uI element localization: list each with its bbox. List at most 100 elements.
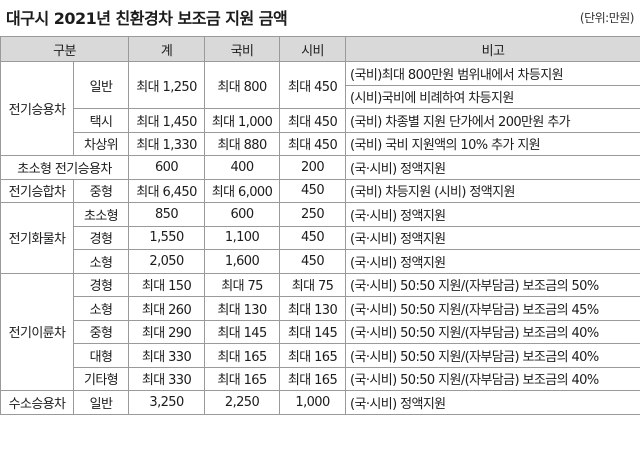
total-cell: 최대 1,330 — [128, 131, 206, 156]
total-cell: 3,250 — [128, 390, 206, 415]
national-cell: 최대 165 — [204, 366, 281, 391]
category-cell: 전기승용차 — [0, 61, 74, 156]
category-cell: 전기화물차 — [0, 202, 74, 274]
sub-cell: 대형 — [72, 343, 130, 368]
national-cell: 최대 800 — [204, 61, 281, 109]
city-cell: 최대 450 — [279, 131, 347, 156]
sub-cell: 중형 — [72, 319, 130, 344]
table-row: 소형 2,050 1,600 450 (국·시비) 정액지원 — [1, 249, 640, 274]
city-cell: 1,000 — [279, 390, 347, 415]
note-cell: (국·시비) 정액지원 — [345, 225, 640, 250]
national-cell: 최대 6,000 — [204, 178, 281, 203]
table-row: 중형 최대 290 최대 145 최대 145 (국·시비) 50:50 지원/… — [1, 319, 640, 344]
national-cell: 1,100 — [204, 225, 281, 250]
note-cell: (시비)국비에 비례하여 차등지원 — [345, 84, 640, 109]
note-cell: (국·시비) 정액지원 — [345, 249, 640, 274]
national-cell: 최대 165 — [204, 343, 281, 368]
city-cell: 450 — [279, 178, 347, 203]
header-city: 시비 — [279, 36, 347, 62]
city-cell: 최대 130 — [279, 296, 347, 321]
note-cell: (국·시비) 정액지원 — [345, 390, 640, 415]
note-cell: (국비) 국비 지원액의 10% 추가 지원 — [345, 131, 640, 156]
sub-cell: 소형 — [72, 296, 130, 321]
note-cell: (국·시비) 50:50 지원/(자부담금) 보조금의 45% — [345, 296, 640, 321]
table-row: 전기승용차 일반 최대 1,250 최대 800 최대 450 (국비)최대 8… — [0, 61, 640, 156]
table-row: 경형 1,550 1,100 450 (국·시비) 정액지원 — [1, 225, 640, 250]
national-cell: 최대 145 — [204, 319, 281, 344]
page-title: 대구시 2021년 친환경차 보조금 지원 금액 — [6, 9, 288, 28]
national-cell: 1,600 — [204, 249, 281, 274]
total-cell: 최대 260 — [128, 296, 206, 321]
table-row: 전기승합차 중형 최대 6,450 최대 6,000 450 (국비) 차등지원… — [0, 178, 640, 203]
national-cell: 최대 1,000 — [204, 108, 281, 133]
city-cell: 최대 145 — [279, 319, 347, 344]
national-cell: 최대 880 — [204, 131, 281, 156]
total-cell: 최대 1,250 — [128, 61, 206, 109]
city-cell: 200 — [279, 155, 347, 180]
header-category: 구분 — [0, 36, 130, 62]
subsidy-table: 구분 계 국비 시비 비고 전기승용차 일반 최대 1,250 최대 800 최… — [0, 36, 640, 415]
category-cell: 전기승합차 — [0, 178, 74, 203]
table-row: 전기이륜차 경형 최대 150 최대 75 최대 75 (국·시비) 50:50… — [0, 272, 640, 391]
sub-cell: 기타형 — [72, 366, 130, 391]
sub-cell: 택시 — [72, 108, 130, 133]
title-bar: 대구시 2021년 친환경차 보조금 지원 금액 (단위:만원) — [0, 0, 640, 34]
national-cell: 최대 130 — [204, 296, 281, 321]
total-cell: 최대 150 — [128, 272, 206, 297]
total-cell: 최대 330 — [128, 366, 206, 391]
total-cell: 최대 290 — [128, 319, 206, 344]
note-cell: (국비) 차등지원 (시비) 정액지원 — [345, 178, 640, 203]
category-cell: 전기이륜차 — [0, 272, 74, 391]
unit-label: (단위:만원) — [579, 10, 635, 25]
city-cell: 최대 450 — [279, 108, 347, 133]
city-cell: 최대 450 — [279, 61, 347, 109]
city-cell: 250 — [279, 202, 347, 227]
total-cell: 최대 330 — [128, 343, 206, 368]
total-cell: 2,050 — [128, 249, 206, 274]
category-cell: 수소승용차 — [0, 390, 74, 415]
total-cell: 최대 6,450 — [128, 178, 206, 203]
table-row: 전기화물차 초소형 850 600 250 (국·시비) 정액지원 — [0, 202, 640, 274]
header-national: 국비 — [204, 36, 281, 62]
city-cell: 450 — [279, 249, 347, 274]
total-cell: 1,550 — [128, 225, 206, 250]
national-cell: 최대 75 — [204, 272, 281, 297]
table-row: (시비)국비에 비례하여 차등지원 — [1, 84, 640, 109]
note-cell: (국·시비) 50:50 지원/(자부담금) 보조금의 50% — [345, 272, 640, 297]
note-cell: (국·시비) 50:50 지원/(자부담금) 보조금의 40% — [345, 366, 640, 391]
total-cell: 최대 1,450 — [128, 108, 206, 133]
sub-cell: 일반 — [72, 390, 130, 415]
city-cell: 최대 75 — [279, 272, 347, 297]
header-row: 구분 계 국비 시비 비고 — [0, 36, 640, 62]
note-cell: (국·시비) 정액지원 — [345, 202, 640, 227]
total-cell: 850 — [128, 202, 206, 227]
header-total: 계 — [128, 36, 206, 62]
sub-cell: 경형 — [72, 272, 130, 297]
note-cell: (국비) 차종별 지원 단가에서 200만원 추가 — [345, 108, 640, 133]
table-row: 기타형 최대 330 최대 165 최대 165 (국·시비) 50:50 지원… — [1, 366, 640, 391]
table-row: 차상위 최대 1,330 최대 880 최대 450 (국비) 국비 지원액의 … — [1, 131, 640, 156]
note-cell: (국·시비) 정액지원 — [345, 155, 640, 180]
sub-cell: 중형 — [72, 178, 130, 203]
city-cell: 최대 165 — [279, 343, 347, 368]
note-cell: (국·시비) 50:50 지원/(자부담금) 보조금의 40% — [345, 319, 640, 344]
sub-cell: 초소형 — [72, 202, 130, 227]
national-cell: 600 — [204, 202, 281, 227]
total-cell: 600 — [128, 155, 206, 180]
sub-cell: 일반 — [72, 61, 130, 109]
table-row: 초소형 전기승용차 600 400 200 (국·시비) 정액지원 — [0, 155, 640, 180]
sub-cell: 경형 — [72, 225, 130, 250]
table-row: 소형 최대 260 최대 130 최대 130 (국·시비) 50:50 지원/… — [1, 296, 640, 321]
national-cell: 400 — [204, 155, 281, 180]
national-cell: 2,250 — [204, 390, 281, 415]
table-row: 대형 최대 330 최대 165 최대 165 (국·시비) 50:50 지원/… — [1, 343, 640, 368]
table-row: 택시 최대 1,450 최대 1,000 최대 450 (국비) 차종별 지원 … — [1, 108, 640, 133]
note-cell: (국·시비) 50:50 지원/(자부담금) 보조금의 40% — [345, 343, 640, 368]
city-cell: 최대 165 — [279, 366, 347, 391]
header-note: 비고 — [345, 36, 640, 62]
table-row: 수소승용차 일반 3,250 2,250 1,000 (국·시비) 정액지원 — [0, 390, 640, 415]
category-cell: 초소형 전기승용차 — [0, 155, 130, 180]
city-cell: 450 — [279, 225, 347, 250]
note-cell: (국비)최대 800만원 범위내에서 차등지원 — [345, 61, 640, 86]
